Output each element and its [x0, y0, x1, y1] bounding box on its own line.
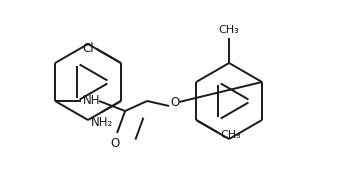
Text: CH₃: CH₃ [219, 25, 240, 35]
Text: NH: NH [83, 93, 101, 106]
Text: CH₃: CH₃ [221, 129, 242, 140]
Text: Cl: Cl [82, 42, 94, 54]
Text: O: O [170, 96, 179, 109]
Text: O: O [110, 137, 120, 150]
Text: NH₂: NH₂ [91, 116, 113, 129]
